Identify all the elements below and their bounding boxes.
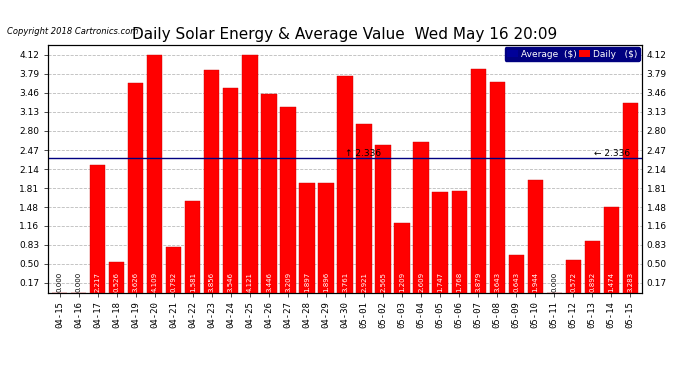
Bar [299,183,315,292]
Text: 2.921: 2.921 [361,272,367,292]
Text: Copyright 2018 Cartronics.com: Copyright 2018 Cartronics.com [7,27,138,36]
Text: 0.643: 0.643 [513,272,519,292]
Bar [357,124,372,292]
Bar [337,75,353,292]
Text: 1.209: 1.209 [399,272,405,292]
Bar [185,201,201,292]
Bar [109,262,124,292]
Title: Daily Solar Energy & Average Value  Wed May 16 20:09: Daily Solar Energy & Average Value Wed M… [132,27,558,42]
Text: 0.526: 0.526 [114,272,120,292]
Text: 3.209: 3.209 [285,272,291,292]
Bar [280,107,295,292]
Bar [204,70,219,292]
Text: 2.609: 2.609 [418,272,424,292]
Bar [242,55,257,292]
Text: 4.121: 4.121 [247,272,253,292]
Bar [395,223,410,292]
Text: 1.768: 1.768 [456,272,462,292]
Text: 4.109: 4.109 [152,272,158,292]
Text: 0.572: 0.572 [570,272,576,292]
Text: 3.643: 3.643 [494,272,500,292]
Text: 1.474: 1.474 [609,272,614,292]
Text: ↑ 2.336: ↑ 2.336 [345,149,381,158]
Text: 1.747: 1.747 [437,272,443,292]
Bar [528,180,543,292]
Text: 1.581: 1.581 [190,272,196,292]
Text: 3.546: 3.546 [228,272,234,292]
Text: ← 2.336: ← 2.336 [593,149,630,158]
Text: 3.446: 3.446 [266,272,272,292]
Text: 3.626: 3.626 [132,272,139,292]
Bar [262,94,277,292]
Text: 3.761: 3.761 [342,272,348,292]
Bar [318,183,333,292]
Text: 0.000: 0.000 [57,272,63,292]
Text: 0.000: 0.000 [76,272,81,292]
Text: 0.892: 0.892 [589,272,595,292]
Text: 2.217: 2.217 [95,272,101,292]
Text: 0.000: 0.000 [551,272,558,292]
Bar [471,69,486,292]
Bar [489,82,505,292]
Bar [166,247,181,292]
Text: 1.896: 1.896 [323,272,329,292]
Text: 0.792: 0.792 [171,272,177,292]
Bar [451,190,466,292]
Bar [509,255,524,292]
Bar [147,56,162,292]
Text: 3.283: 3.283 [627,272,633,292]
Bar [375,144,391,292]
Bar [224,88,239,292]
Bar [604,207,619,292]
Text: 1.944: 1.944 [532,272,538,292]
Text: 2.565: 2.565 [380,272,386,292]
Bar [128,83,144,292]
Text: 3.856: 3.856 [209,272,215,292]
Text: 1.897: 1.897 [304,272,310,292]
Bar [566,260,581,292]
Bar [90,165,106,292]
Bar [622,103,638,292]
Bar [584,241,600,292]
Bar [433,192,448,292]
Bar [413,142,428,292]
Legend: Average  ($), Daily   ($): Average ($), Daily ($) [504,47,640,61]
Text: 3.879: 3.879 [475,272,481,292]
